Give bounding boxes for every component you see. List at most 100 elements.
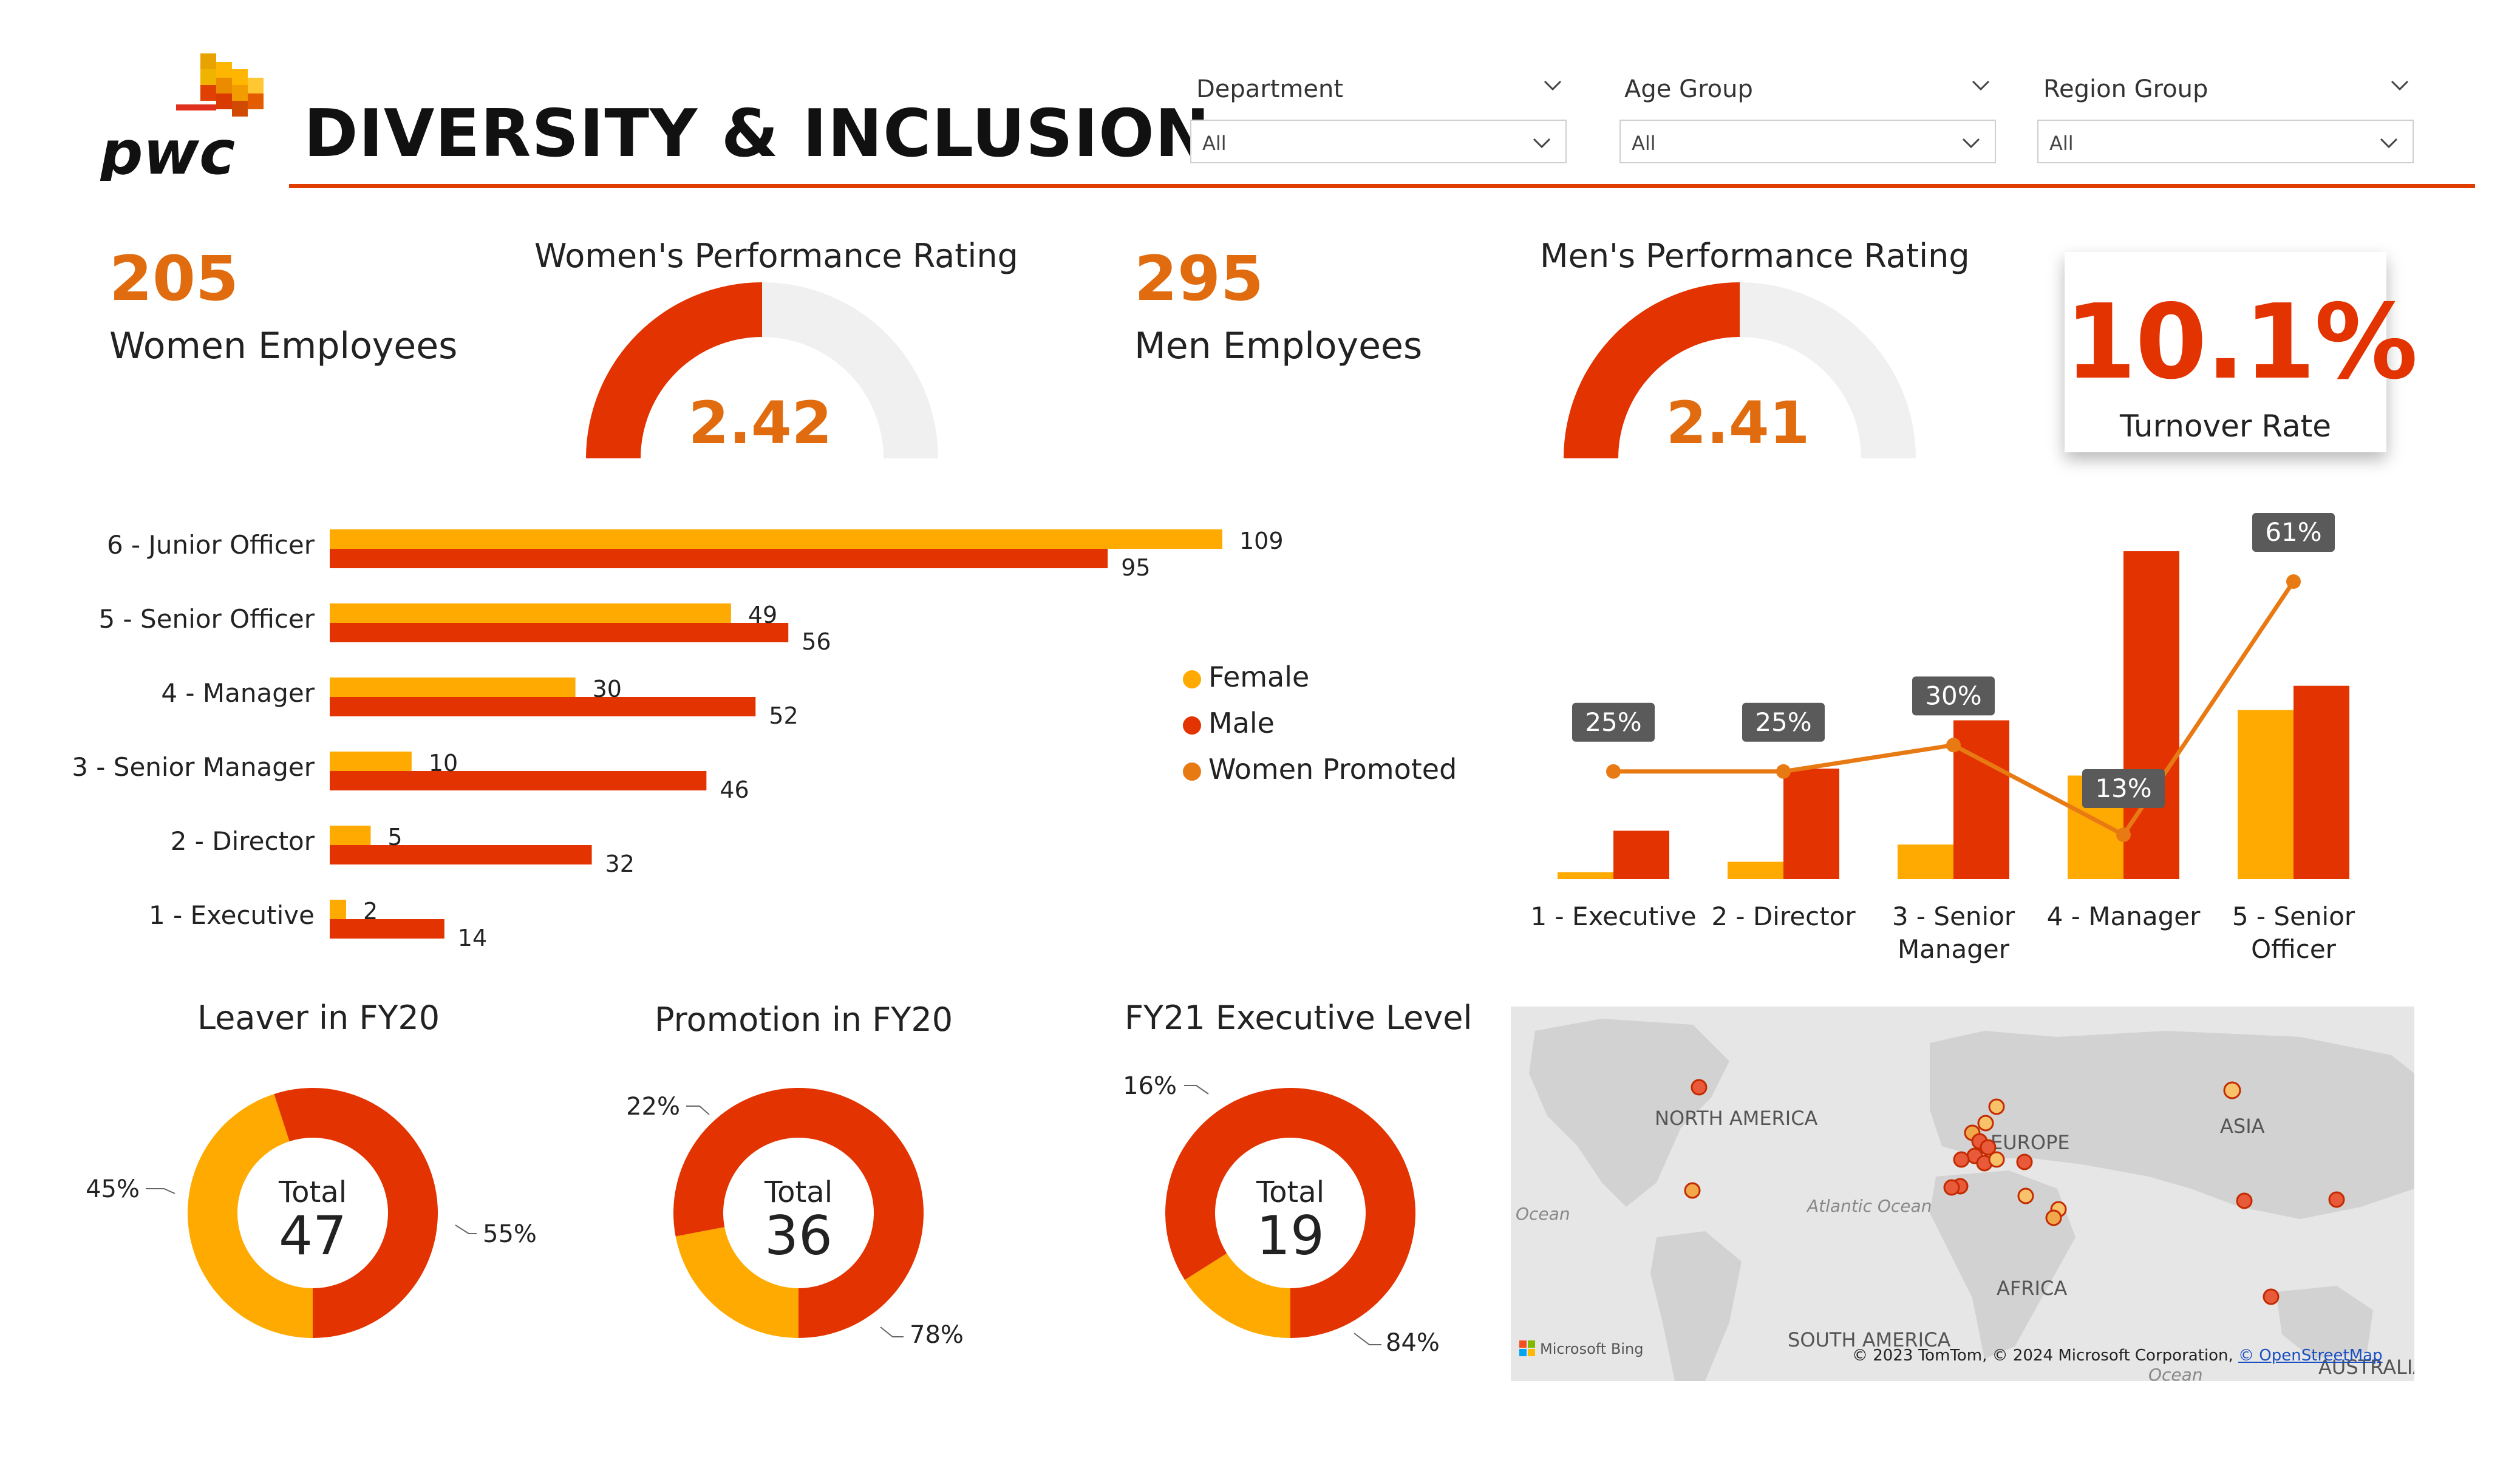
axis-tick-label: 5 - Senior Officer bbox=[98, 604, 315, 634]
map-marker bbox=[1684, 1182, 1701, 1199]
female-bar bbox=[330, 678, 576, 697]
women-promoted-point bbox=[2116, 827, 2131, 843]
region-group-select[interactable]: All bbox=[2037, 120, 2414, 163]
data-label-bg bbox=[2082, 769, 2165, 809]
department-select[interactable]: All bbox=[1190, 120, 1567, 163]
openstreetmap-link[interactable]: © OpenStreetMap bbox=[2238, 1347, 2383, 1365]
data-label-bg bbox=[1912, 676, 1995, 716]
leader-line bbox=[880, 1326, 904, 1337]
women-label: Women Employees bbox=[109, 325, 458, 367]
data-label: 46 bbox=[720, 776, 749, 803]
map-provider: Microsoft Bing bbox=[1540, 1340, 1644, 1357]
female-bar bbox=[1898, 844, 1953, 879]
women-promoted-point bbox=[1606, 764, 1621, 779]
female-slice bbox=[675, 1227, 799, 1338]
leaver-title: Leaver in FY20 bbox=[197, 999, 440, 1037]
data-label: 52 bbox=[769, 702, 798, 729]
women-rating-title: Women's Performance Rating bbox=[534, 237, 1018, 275]
map-label-australia: AUSTRALIA bbox=[2318, 1356, 2414, 1379]
legend-item-women-promoted[interactable]: Women Promoted bbox=[1183, 753, 1457, 786]
map-label-europe: EUROPE bbox=[1990, 1131, 2070, 1154]
legend-label: Female bbox=[1208, 661, 1310, 693]
turnover-label: Turnover Rate bbox=[2119, 409, 2332, 444]
promotion-combo-chart: 1 - Executive 2 - Director 3 - Senior Manag… bbox=[1530, 513, 2355, 964]
axis-tick-label: 3 - Senior bbox=[1892, 902, 2015, 931]
map-marker bbox=[2045, 1209, 2062, 1226]
legend-label: Male bbox=[1208, 707, 1275, 739]
data-label: 14 bbox=[458, 925, 487, 951]
female-bar bbox=[330, 752, 412, 771]
map-marker bbox=[1943, 1179, 1960, 1196]
legend-item-male[interactable]: Male bbox=[1183, 707, 1457, 739]
axis-tick-label: 1 - Executive bbox=[149, 900, 315, 930]
slice-label: 22% bbox=[626, 1093, 680, 1121]
men-label: Men Employees bbox=[1134, 325, 1423, 367]
chevron-down-icon[interactable] bbox=[1542, 75, 1563, 96]
women-promoted-point bbox=[1776, 764, 1791, 779]
data-label: 2 bbox=[363, 898, 378, 925]
data-label-bg bbox=[2252, 513, 2335, 552]
gauge-fill bbox=[586, 282, 762, 458]
axis-tick-label: 4 - Manager bbox=[161, 678, 315, 708]
male-bar bbox=[1613, 830, 1669, 879]
chart-legend: Female Male Women Promoted bbox=[1183, 661, 1457, 786]
axis-tick-label: 2 - Director bbox=[171, 826, 315, 856]
data-label: 95 bbox=[1121, 554, 1150, 581]
age-group-select[interactable]: All bbox=[1619, 120, 1996, 163]
donut-center-label: Total bbox=[1256, 1175, 1324, 1209]
filter-label: Region Group bbox=[2043, 75, 2208, 103]
slice-label: 45% bbox=[86, 1175, 140, 1203]
chevron-down-icon bbox=[2380, 138, 2398, 149]
men-rating-gauge: 2.41 bbox=[1564, 282, 1916, 458]
turnover-value: 10.1% bbox=[2065, 282, 2418, 402]
data-label: 25% bbox=[1755, 707, 1811, 737]
women-count: 205 bbox=[109, 243, 239, 315]
data-label: 109 bbox=[1239, 528, 1284, 554]
male-bar bbox=[330, 845, 592, 864]
female-bar bbox=[330, 529, 1222, 549]
map-ocean-label: Ocean bbox=[2148, 1365, 2203, 1381]
male-bar bbox=[330, 771, 707, 790]
map-marker bbox=[1980, 1139, 1997, 1156]
axis-tick-label: Officer bbox=[2251, 934, 2337, 964]
donut-total: 19 bbox=[1256, 1204, 1324, 1267]
axis-tick-label: 1 - Executive bbox=[1530, 902, 1696, 931]
map-marker bbox=[1977, 1115, 1994, 1132]
map-marker bbox=[1691, 1079, 1708, 1096]
male-bar bbox=[1953, 720, 2009, 879]
employee-map[interactable]: NORTH AMERICA EUROPE ASIA AFRICA SOUTH A… bbox=[1511, 1007, 2414, 1381]
axis-tick-label: 6 - Junior Officer bbox=[107, 530, 315, 560]
promotion-title: Promotion in FY20 bbox=[655, 1000, 953, 1039]
legend-item-female[interactable]: Female bbox=[1183, 661, 1457, 693]
map-label-north-america: NORTH AMERICA bbox=[1655, 1107, 1818, 1130]
map-marker bbox=[2223, 1081, 2241, 1099]
women-rating-gauge: 2.42 bbox=[586, 282, 938, 458]
chevron-down-icon bbox=[1533, 138, 1551, 149]
map-label-south-america: SOUTH AMERICA bbox=[1788, 1328, 1951, 1351]
data-label: 49 bbox=[748, 602, 777, 628]
map-marker bbox=[2328, 1191, 2345, 1208]
map-marker bbox=[1988, 1151, 2005, 1168]
chevron-down-icon[interactable] bbox=[2389, 75, 2410, 96]
male-bar bbox=[2123, 551, 2179, 879]
women-promoted-point bbox=[1946, 738, 1961, 753]
chevron-down-icon[interactable] bbox=[1970, 75, 1991, 96]
header-divider bbox=[289, 184, 2475, 188]
gauge-fill bbox=[1564, 282, 1740, 458]
men-count: 295 bbox=[1134, 243, 1264, 315]
data-label-bg bbox=[1572, 702, 1655, 742]
map-ocean-label: Atlantic Ocean bbox=[1807, 1196, 1932, 1216]
leader-line bbox=[146, 1188, 175, 1194]
data-label: 32 bbox=[605, 851, 635, 877]
female-bar bbox=[2238, 710, 2294, 879]
map-marker bbox=[2016, 1153, 2033, 1170]
male-bar bbox=[1783, 769, 1839, 879]
slice-label: 78% bbox=[910, 1321, 964, 1349]
axis-tick-label: Manager bbox=[1898, 934, 2010, 964]
female-slice bbox=[188, 1094, 313, 1338]
map-attribution: © 2023 TomTom, © 2024 Microsoft Corporat… bbox=[1852, 1347, 2383, 1365]
filter-label: Age Group bbox=[1624, 75, 1753, 103]
donut-total: 36 bbox=[765, 1204, 833, 1267]
